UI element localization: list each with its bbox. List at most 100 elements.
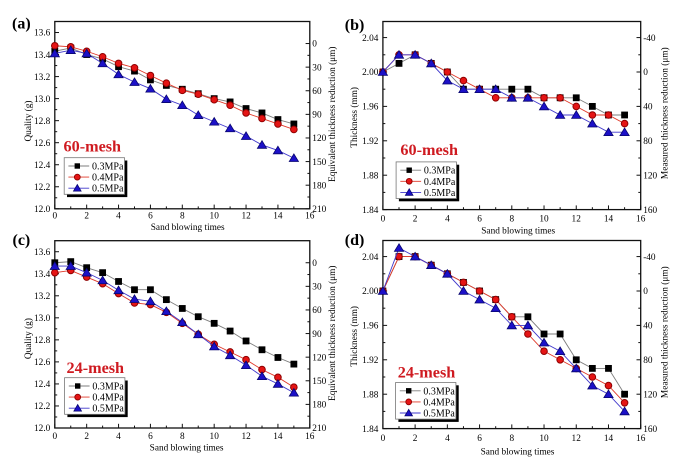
svg-text:0: 0 (381, 434, 386, 444)
svg-text:1.96: 1.96 (362, 322, 379, 332)
svg-text:0: 0 (52, 432, 57, 442)
svg-text:1.84: 1.84 (362, 425, 379, 435)
svg-text:1.92: 1.92 (362, 137, 379, 147)
svg-text:60-mesh: 60-mesh (400, 141, 458, 159)
svg-text:12.4: 12.4 (34, 161, 51, 171)
svg-text:13.0: 13.0 (34, 95, 51, 105)
svg-text:0: 0 (312, 40, 317, 50)
svg-text:1.84: 1.84 (362, 206, 379, 216)
svg-text:120: 120 (643, 390, 657, 400)
svg-text:150: 150 (312, 377, 326, 387)
svg-text:0.5MPa: 0.5MPa (424, 188, 456, 199)
svg-text:12: 12 (241, 212, 251, 222)
svg-text:2: 2 (84, 432, 89, 442)
svg-text:90: 90 (312, 111, 322, 121)
svg-text:10: 10 (539, 215, 549, 225)
svg-text:60: 60 (312, 306, 322, 316)
svg-text:90: 90 (312, 330, 322, 340)
svg-text:180: 180 (312, 181, 326, 191)
svg-text:10: 10 (210, 432, 220, 442)
svg-text:60-mesh: 60-mesh (64, 138, 122, 156)
svg-text:12.8: 12.8 (34, 117, 51, 127)
svg-text:0: 0 (643, 287, 648, 297)
svg-text:0.3MPa: 0.3MPa (424, 166, 456, 177)
svg-text:Thickness (mm): Thickness (mm) (349, 306, 360, 367)
svg-text:80: 80 (643, 356, 653, 366)
svg-text:8: 8 (509, 434, 514, 444)
svg-text:0: 0 (52, 212, 57, 222)
svg-text:-40: -40 (643, 34, 656, 44)
svg-text:10: 10 (539, 434, 549, 444)
svg-text:14: 14 (604, 434, 614, 444)
svg-text:0.4MPa: 0.4MPa (92, 393, 124, 404)
svg-text:2: 2 (84, 212, 89, 222)
svg-text:13.2: 13.2 (34, 73, 51, 83)
svg-text:(d): (d) (345, 232, 365, 249)
svg-text:12.2: 12.2 (34, 402, 51, 412)
svg-text:16: 16 (636, 434, 646, 444)
svg-text:0: 0 (381, 215, 386, 225)
svg-text:Sand blowing times: Sand blowing times (481, 448, 555, 458)
svg-text:12.0: 12.0 (34, 424, 51, 434)
svg-text:16: 16 (636, 215, 646, 225)
svg-text:0.3MPa: 0.3MPa (92, 382, 124, 393)
svg-text:12: 12 (572, 434, 582, 444)
svg-text:13.4: 13.4 (34, 51, 51, 61)
svg-text:12: 12 (241, 432, 251, 442)
svg-text:16: 16 (305, 212, 315, 222)
svg-text:30: 30 (312, 63, 322, 73)
svg-text:13.2: 13.2 (34, 292, 51, 302)
svg-text:12.6: 12.6 (34, 358, 51, 368)
svg-text:1.88: 1.88 (362, 171, 379, 181)
svg-text:4: 4 (445, 434, 450, 444)
svg-text:0.4MPa: 0.4MPa (92, 173, 124, 184)
svg-text:2: 2 (413, 215, 418, 225)
svg-text:2.00: 2.00 (362, 287, 379, 297)
svg-text:0: 0 (643, 68, 648, 78)
svg-text:12.6: 12.6 (34, 139, 51, 149)
svg-text:12.4: 12.4 (34, 380, 51, 390)
svg-text:40: 40 (643, 103, 653, 113)
svg-text:Equivalent thickness reduction: Equivalent thickness reduction (μm) (327, 266, 338, 401)
svg-text:14: 14 (604, 215, 614, 225)
svg-text:Sand blowing times: Sand blowing times (481, 227, 555, 237)
svg-text:Sand blowing times: Sand blowing times (150, 444, 224, 454)
svg-text:2: 2 (413, 434, 418, 444)
svg-text:(c): (c) (13, 232, 31, 249)
svg-text:Quality (g): Quality (g) (23, 100, 34, 141)
svg-text:0.4MPa: 0.4MPa (423, 397, 455, 408)
svg-text:12: 12 (572, 215, 582, 225)
svg-text:Measured thickness reduction (: Measured thickness reduction (μm) (660, 266, 671, 398)
svg-text:12.8: 12.8 (34, 336, 51, 346)
svg-text:8: 8 (180, 212, 185, 222)
svg-text:14: 14 (273, 432, 283, 442)
svg-text:Equivalent thickness reduction: Equivalent thickness reduction (μm) (327, 47, 338, 182)
svg-text:4: 4 (116, 212, 121, 222)
svg-text:1.88: 1.88 (362, 390, 379, 400)
svg-text:40: 40 (643, 322, 653, 332)
svg-text:0.5MPa: 0.5MPa (423, 409, 455, 420)
svg-text:6: 6 (148, 432, 153, 442)
svg-text:120: 120 (312, 134, 326, 144)
svg-text:2.00: 2.00 (362, 68, 379, 78)
svg-text:24-mesh: 24-mesh (67, 359, 125, 377)
svg-text:6: 6 (477, 215, 482, 225)
svg-text:12.2: 12.2 (34, 183, 51, 193)
svg-text:Thickness (mm): Thickness (mm) (349, 87, 360, 148)
svg-text:13.6: 13.6 (34, 248, 51, 258)
svg-text:8: 8 (180, 432, 185, 442)
svg-text:160: 160 (643, 425, 657, 435)
svg-text:0.3MPa: 0.3MPa (423, 386, 455, 397)
svg-text:16: 16 (305, 432, 315, 442)
svg-text:8: 8 (509, 215, 514, 225)
svg-text:6: 6 (148, 212, 153, 222)
svg-text:13.6: 13.6 (34, 29, 51, 39)
svg-text:Measured thickness reduction (: Measured thickness reduction (μm) (660, 47, 671, 179)
svg-text:(a): (a) (12, 16, 31, 33)
svg-text:120: 120 (643, 171, 657, 181)
svg-text:60: 60 (312, 87, 322, 97)
svg-text:10: 10 (210, 212, 220, 222)
svg-text:0: 0 (312, 259, 317, 269)
svg-text:13.0: 13.0 (34, 314, 51, 324)
svg-text:Quality (g): Quality (g) (23, 318, 34, 359)
